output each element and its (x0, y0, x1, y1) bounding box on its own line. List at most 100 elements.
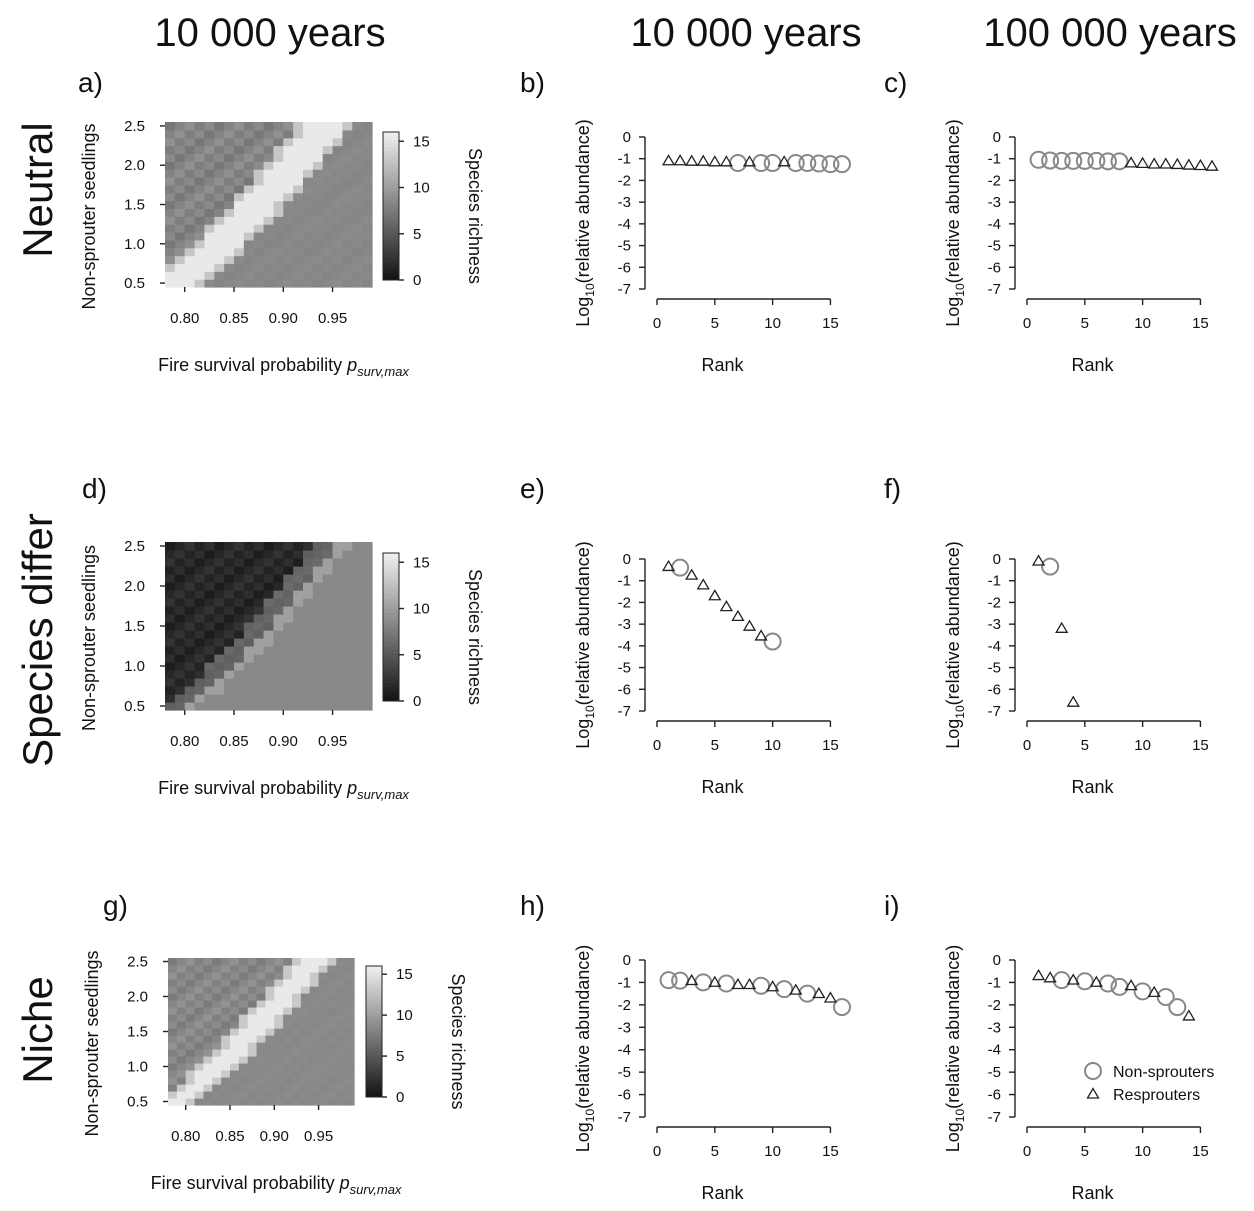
heatmap-cell (345, 1077, 355, 1085)
heatmap-cell (185, 1084, 196, 1092)
heatmap-cell (174, 614, 186, 623)
y-axis-label-subscript: 10 (953, 283, 967, 297)
x-axis-label: Fire survival probability psurv,max (158, 778, 409, 802)
heatmap-cell (332, 263, 344, 272)
heatmap-cell (292, 1042, 302, 1050)
colorbar-step (383, 239, 399, 244)
heatmap-cell (292, 1049, 302, 1057)
heatmap-cell (327, 1035, 337, 1043)
heatmap-cell (312, 145, 324, 155)
heatmap-cell (263, 670, 275, 679)
heatmap-cell (292, 1077, 302, 1085)
heatmap-cell (332, 638, 344, 647)
heatmap-cell (194, 686, 206, 695)
heatmap-cell (214, 169, 225, 178)
heatmap-cell (362, 192, 373, 202)
heatmap-cell (274, 986, 284, 994)
heatmap-cell (204, 153, 215, 162)
heatmap-cell (312, 122, 324, 131)
heatmap-cell (283, 232, 294, 241)
heatmap-cells (168, 958, 355, 1106)
heatmap-cell (214, 271, 225, 280)
heatmap-cell (234, 582, 245, 591)
colorbar-label: Species richness (448, 973, 468, 1109)
heatmap-cell (292, 1035, 302, 1043)
colorbar-step (366, 972, 382, 977)
x-tick-label: 15 (1192, 737, 1209, 754)
heatmap-cell (336, 993, 346, 1001)
heatmap-cell (184, 239, 196, 249)
heatmap-cell (265, 1084, 275, 1092)
colorbar-step (366, 988, 382, 993)
heatmap-cell (309, 1091, 320, 1099)
colorbar-step (366, 1051, 382, 1055)
y-axis-label-main: Log (573, 1122, 593, 1152)
heatmap-cell (263, 271, 275, 280)
heatmap-cell (168, 1000, 178, 1008)
heatmap-cell (165, 153, 176, 162)
heatmap-cell (312, 177, 324, 186)
heatmap-cell (332, 662, 344, 671)
resprouter-point (765, 980, 780, 992)
colorbar-step (383, 608, 399, 613)
series-resprouters (1031, 968, 1196, 1021)
heatmap-cell (185, 986, 196, 994)
heatmap-cell (322, 670, 334, 679)
heatmap-cell (263, 574, 275, 583)
heatmap-cell (238, 1098, 249, 1106)
resprouter-point (708, 975, 722, 987)
heatmap-cell (345, 1014, 355, 1022)
heatmap-cell (253, 550, 265, 559)
heatmap-cell (336, 1042, 346, 1050)
heatmap-cell (247, 979, 258, 987)
heatmap-cell (303, 678, 314, 687)
heatmap-cell (185, 1098, 196, 1106)
heatmap-cell (312, 662, 324, 671)
heatmap-cell (309, 1007, 320, 1015)
heatmap-cell (184, 177, 196, 186)
heatmap-cell (234, 566, 245, 575)
heatmap-cell (318, 986, 329, 994)
heatmap-cell (327, 1091, 337, 1099)
heatmap-cell (312, 702, 324, 711)
heatmap-cell (342, 598, 353, 607)
heatmap-cell (309, 1084, 320, 1092)
colorbar-step (383, 689, 399, 695)
heatmap-cell (230, 1021, 240, 1029)
heatmap-cell (221, 1007, 231, 1015)
heatmap-cell (273, 630, 284, 639)
x-axis-label: Rank (701, 777, 744, 797)
heatmap-cell (362, 247, 373, 257)
panel-e: e)0-1-2-3-4-5-6-70 5 10 15RankLog10(relativ… (520, 473, 839, 797)
heatmap-cell (194, 1056, 205, 1064)
heatmap-cell (221, 1063, 231, 1071)
heatmap-cell (238, 958, 249, 966)
heatmap-cell (345, 1091, 355, 1099)
heatmap-cell (342, 670, 353, 679)
heatmap-cell (322, 566, 334, 575)
heatmap-cell (194, 986, 205, 994)
resprouter-point (661, 154, 676, 166)
heatmap-cell (212, 993, 222, 1001)
heatmap-cell (194, 177, 206, 186)
y-axis-label-rest: (relative abundance) (573, 541, 593, 705)
heatmap-cell (165, 582, 176, 591)
heatmap-cell (204, 550, 215, 559)
heatmap-cell (234, 192, 245, 202)
heatmap-cell (345, 958, 355, 966)
heatmap-cell (283, 550, 294, 559)
panel-label: e) (520, 473, 545, 504)
heatmap-cell (303, 614, 314, 623)
heatmap-cell (253, 153, 265, 162)
heatmap-cell (238, 979, 249, 987)
heatmap-cell (203, 1021, 213, 1029)
heatmap-cell (238, 1070, 249, 1078)
colorbar-step (383, 604, 399, 609)
heatmap-cell (362, 279, 373, 288)
heatmap-cell (263, 582, 275, 591)
heatmap-cell (332, 654, 344, 663)
heatmap-cell (303, 177, 314, 186)
heatmap-cell (238, 1000, 249, 1008)
heatmap-cell (342, 694, 353, 703)
